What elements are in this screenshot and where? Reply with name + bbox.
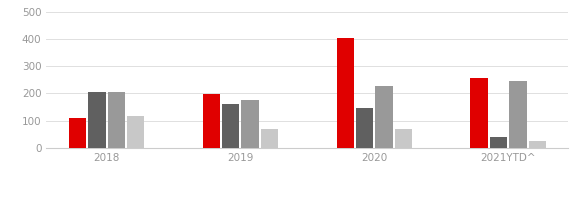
Bar bbox=[356, 108, 374, 148]
Bar bbox=[395, 129, 412, 148]
Bar bbox=[509, 81, 527, 148]
Legend: China Onshore, HK Exchange, U.S., London Stock Exchange: China Onshore, HK Exchange, U.S., London… bbox=[111, 210, 452, 211]
Bar bbox=[470, 78, 488, 148]
Bar bbox=[490, 137, 507, 148]
Bar bbox=[108, 92, 125, 148]
Bar bbox=[375, 86, 393, 148]
Bar bbox=[127, 116, 144, 148]
Bar bbox=[69, 118, 86, 148]
Bar bbox=[222, 104, 240, 148]
Bar bbox=[241, 100, 259, 148]
Bar bbox=[336, 38, 354, 148]
Bar bbox=[261, 129, 278, 148]
Bar bbox=[202, 94, 220, 148]
Bar bbox=[528, 141, 546, 148]
Bar bbox=[88, 92, 106, 148]
